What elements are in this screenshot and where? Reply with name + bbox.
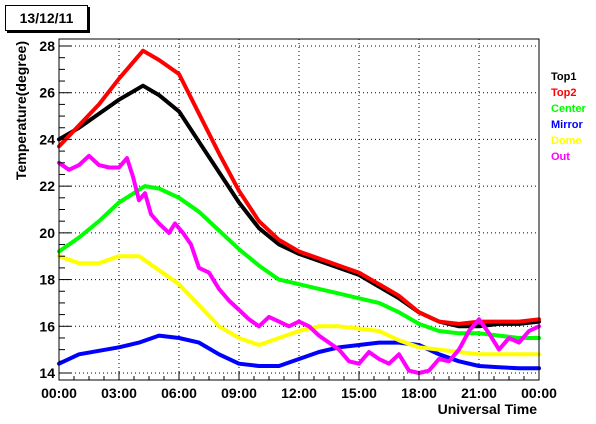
x-tick-label: 18:00	[401, 385, 437, 401]
grid-layer	[59, 39, 539, 380]
series-layer	[57, 48, 541, 375]
legend-label-center: Center	[551, 103, 587, 115]
legend-label-top1: Top1	[551, 71, 576, 83]
series-line-center	[57, 184, 541, 340]
tick-layer	[58, 45, 540, 380]
series-line-top1	[57, 83, 541, 329]
x-tick-label: 15:00	[341, 385, 377, 401]
y-axis-title: Temperature(degree)	[13, 41, 29, 180]
chart-title: 13/12/11	[5, 5, 88, 31]
series-line-mirror	[57, 333, 541, 371]
x-tick-label: 21:00	[461, 385, 497, 401]
x-tick-label: 03:00	[101, 385, 137, 401]
y-tick-label: 24	[39, 131, 55, 147]
plot-frame	[58, 38, 540, 381]
legend-label-top2: Top2	[551, 87, 576, 99]
y-tick-label: 22	[39, 178, 55, 194]
legend-label-mirror: Mirror	[551, 119, 584, 131]
x-tick-label: 00:00	[41, 385, 77, 401]
x-tick-label: 06:00	[161, 385, 197, 401]
legend-label-dome: Dome	[551, 135, 582, 147]
axis-label-layer: 00:00 03:00 06:00 09:00 12:00 15:00 18:00 21:00…	[39, 38, 557, 401]
series-line-out	[57, 153, 541, 375]
legend: Top1 Top2 Center Mirror Dome Out	[551, 71, 587, 163]
y-tick-label: 26	[39, 85, 55, 101]
x-tick-label: 12:00	[281, 385, 317, 401]
series-line-top2	[57, 48, 541, 326]
x-tick-label: 09:00	[221, 385, 257, 401]
x-axis-title: Universal Time	[438, 401, 538, 417]
y-tick-label: 18	[39, 272, 55, 288]
x-tick-label: 00:00	[521, 385, 557, 401]
y-tick-label: 20	[39, 225, 55, 241]
legend-label-out: Out	[551, 151, 570, 163]
y-tick-label: 28	[39, 38, 55, 54]
y-tick-label: 16	[39, 318, 55, 334]
y-tick-label: 14	[39, 365, 55, 381]
